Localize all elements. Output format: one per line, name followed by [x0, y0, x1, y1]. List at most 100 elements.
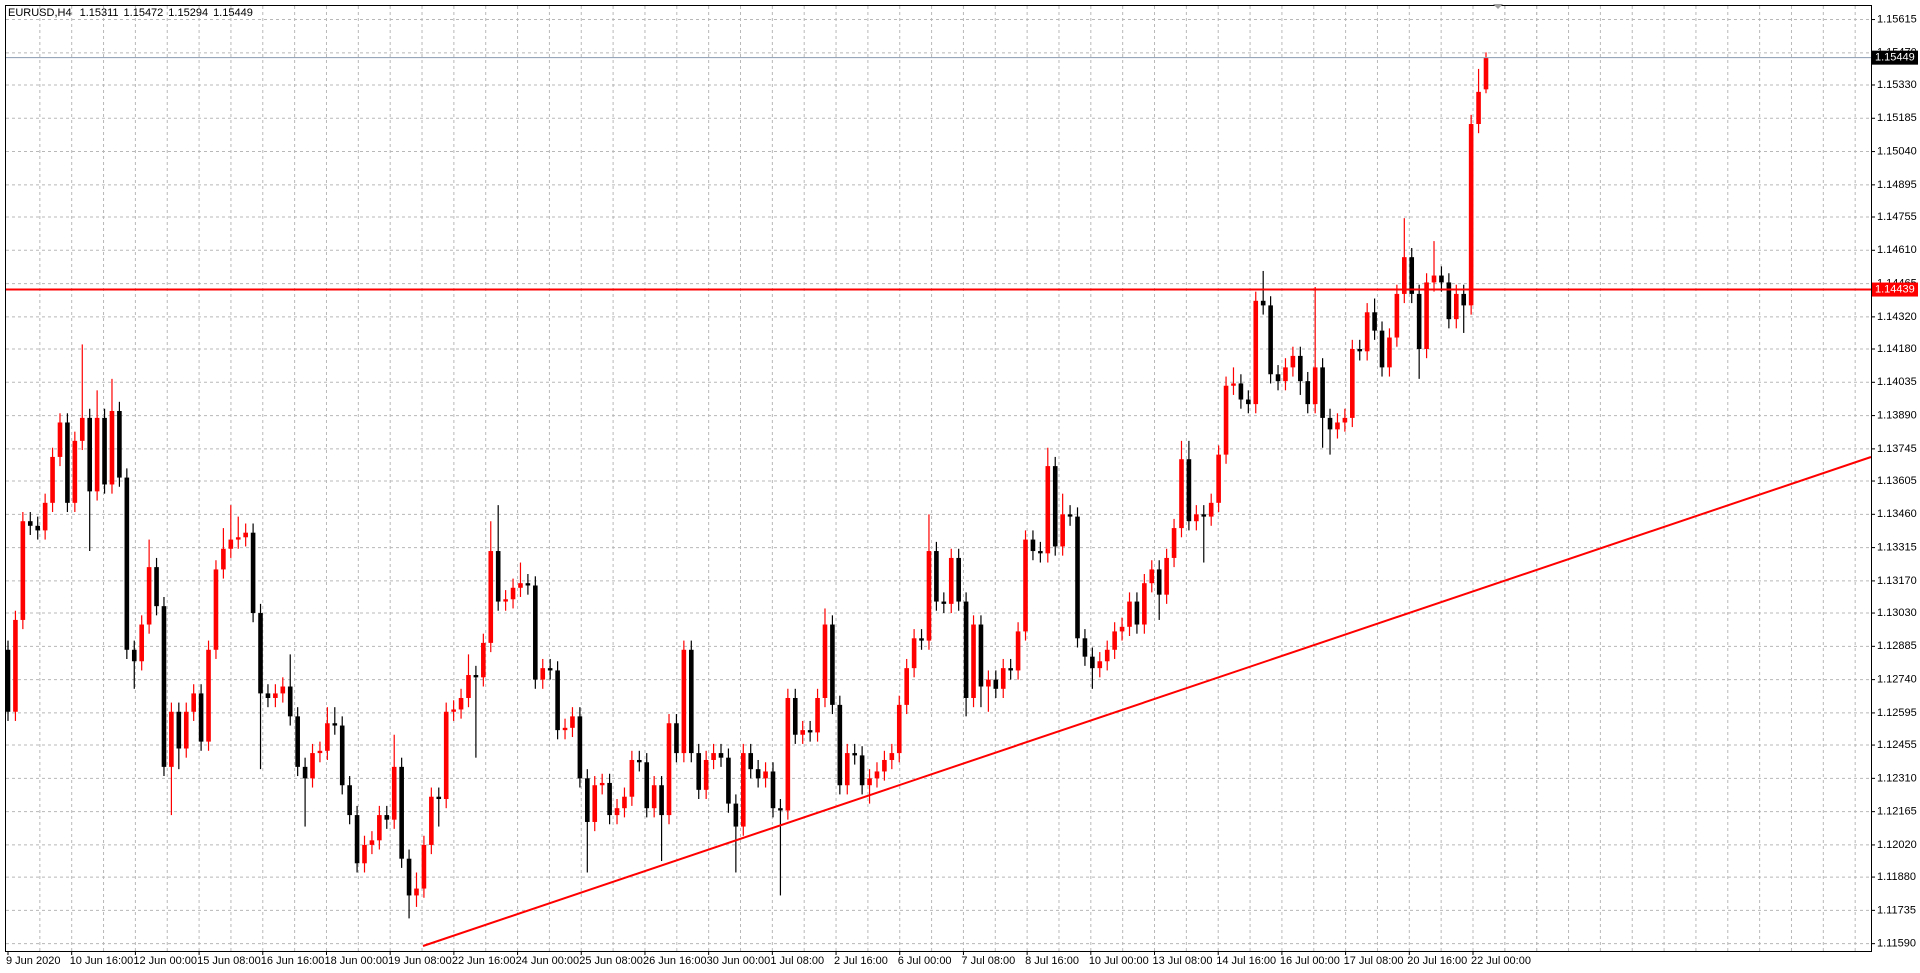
candle-body: [139, 624, 144, 662]
y-tick-label: 1.14180: [1877, 343, 1917, 355]
candle-body: [1075, 516, 1080, 639]
x-tick-label: 12 Jun 00:00: [133, 955, 197, 967]
header-low: 1.15294: [168, 7, 208, 19]
candle-body: [473, 675, 479, 678]
candle-body: [748, 753, 754, 770]
x-tick-label: 25 Jun 08:00: [579, 955, 643, 967]
candle-body: [1038, 551, 1043, 554]
candle-body: [711, 753, 716, 760]
y-tick-label: 1.12595: [1877, 707, 1917, 719]
candle-body: [540, 668, 546, 680]
y-tick-label: 1.12885: [1877, 640, 1917, 652]
candle-body: [703, 759, 709, 790]
plot-border: [5, 5, 1872, 952]
candle-body: [1431, 275, 1437, 283]
candle-body: [131, 649, 137, 662]
candle-body: [1231, 383, 1236, 386]
candle-body: [1060, 514, 1065, 547]
candle-body: [688, 649, 694, 754]
y-tick-label: 1.12165: [1877, 806, 1917, 818]
candle-body: [815, 697, 820, 733]
candle-body: [339, 725, 345, 786]
candle-body: [183, 711, 189, 749]
candle-body: [1387, 337, 1392, 368]
candle-body: [510, 587, 516, 600]
candle-body: [399, 766, 404, 859]
candle-body: [421, 844, 427, 889]
candle-body: [637, 759, 642, 763]
candle-body: [1483, 57, 1489, 90]
candle-body: [1401, 257, 1407, 294]
candle-body: [963, 601, 969, 698]
candle-body: [674, 723, 679, 754]
candle-body: [206, 649, 211, 742]
y-tick-label: 1.14320: [1877, 311, 1917, 323]
candle-body: [94, 417, 100, 492]
candle-body: [503, 599, 508, 602]
candle-body: [867, 778, 872, 786]
candle-body: [525, 583, 531, 586]
x-tick-label: 6 Jul 00:00: [898, 955, 952, 967]
candle-body: [1104, 649, 1110, 662]
candle-body: [778, 808, 783, 811]
candle-body: [1045, 466, 1051, 554]
y-tick-label: 1.11880: [1877, 871, 1916, 883]
candle-body: [651, 785, 657, 809]
candle-body: [295, 716, 300, 767]
candle-body: [310, 753, 315, 779]
candle-body: [228, 539, 234, 549]
candle-body: [986, 679, 991, 687]
candle-body: [1023, 539, 1028, 632]
candle-body: [154, 567, 159, 607]
candle-body: [377, 815, 382, 841]
price-label: 1.15449: [1875, 52, 1915, 64]
candle-body: [1409, 257, 1415, 294]
x-tick-label: 10 Jun 16:00: [70, 955, 134, 967]
candle-body: [1246, 399, 1251, 405]
candle-body: [1439, 275, 1444, 283]
candle-body: [874, 771, 880, 779]
overlay: 1.15449 1.14439: [6, 50, 1918, 297]
candle-body: [1394, 293, 1400, 338]
candle-body: [1468, 124, 1474, 306]
candle-body: [1186, 459, 1192, 522]
candle-body: [1298, 355, 1303, 382]
header-open: 1.15311: [80, 7, 119, 19]
candle-body: [325, 723, 330, 751]
y-tick-label: 1.14035: [1877, 376, 1917, 388]
candle-body: [926, 551, 932, 641]
candle-body: [696, 753, 702, 790]
candle-body: [681, 649, 687, 754]
candle-body: [644, 762, 650, 809]
candle-body: [1127, 601, 1132, 627]
candle-body: [800, 730, 806, 735]
candle-body: [763, 771, 768, 779]
candle-body: [1268, 305, 1273, 375]
candle-body: [1119, 626, 1125, 632]
candle-body: [5, 649, 11, 712]
candle-body: [1194, 514, 1199, 522]
y-tick-label: 1.11590: [1877, 938, 1916, 950]
candle-body: [882, 759, 887, 772]
candle-body: [1453, 293, 1459, 320]
candle-body: [859, 755, 865, 786]
candle-body: [911, 638, 917, 669]
x-tick-label: 16 Jun 16:00: [261, 955, 325, 967]
candle-body: [176, 711, 182, 749]
x-tick-label: 14 Jul 16:00: [1216, 955, 1276, 967]
y-tick-label: 1.15040: [1877, 145, 1917, 157]
candle-body: [533, 585, 538, 680]
candle-body: [369, 840, 375, 845]
candle-body: [191, 693, 196, 712]
candle-body: [1290, 355, 1296, 368]
candle-body: [109, 411, 115, 485]
y-tick-label: 1.15330: [1877, 79, 1917, 91]
x-tick-label: 15 Jun 08:00: [197, 955, 261, 967]
candle-body: [1312, 367, 1318, 405]
candle-body: [1112, 631, 1117, 650]
candle-body: [1357, 349, 1363, 352]
candle-body: [436, 796, 442, 800]
y-tick-label: 1.13605: [1877, 475, 1917, 487]
candle-body: [919, 638, 924, 641]
candle-body: [213, 569, 219, 650]
